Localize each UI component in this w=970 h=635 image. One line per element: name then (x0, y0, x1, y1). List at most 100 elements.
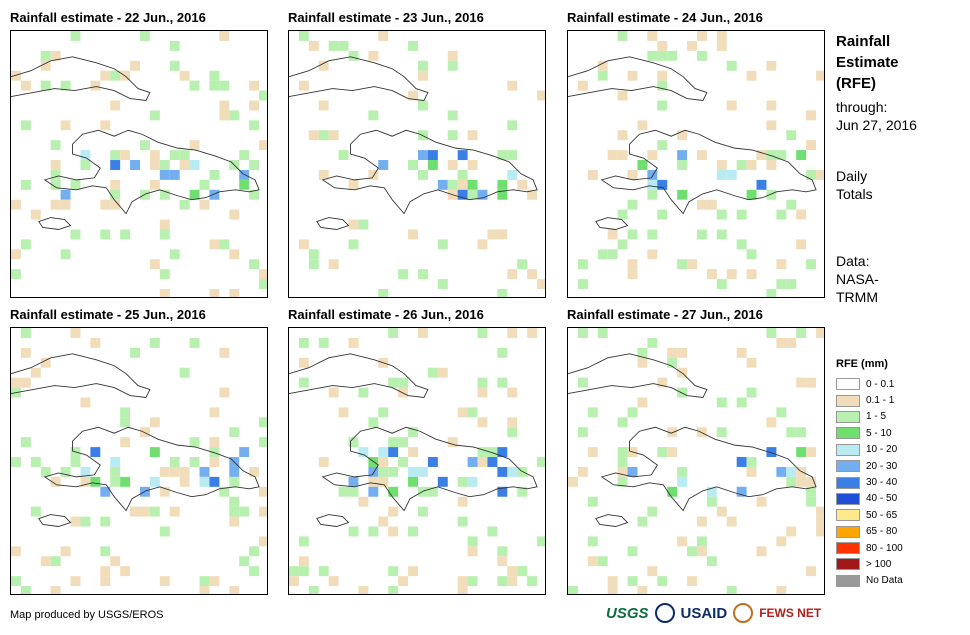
rainfall-cell (627, 546, 638, 557)
rainfall-cell (786, 337, 797, 348)
rainfall-cell (667, 447, 678, 458)
rainfall-cell (507, 576, 518, 587)
rainfall-cell (209, 189, 220, 200)
rainfall-map-26jun (288, 327, 546, 595)
rainfall-cell (647, 337, 658, 348)
rainfall-cell (209, 457, 220, 467)
rainfall-cell (647, 31, 658, 41)
hispaniola-coastline (321, 129, 538, 215)
rainfall-cell (30, 457, 41, 467)
rainfall-cell (756, 179, 767, 190)
rainfall-cell (457, 496, 468, 507)
rainfall-cell (368, 486, 379, 497)
legend-swatch (836, 460, 860, 473)
rainfall-cell (90, 476, 101, 487)
rainfall-cell (348, 476, 359, 487)
rainfall-cell (60, 120, 71, 131)
rainfall-cell (378, 516, 389, 527)
rainfall-cell (229, 516, 240, 527)
rainfall-cell (806, 169, 817, 180)
rainfall-cell (70, 229, 81, 240)
rainfall-cell (368, 169, 379, 180)
cuba-coastline (11, 56, 151, 101)
rainfall-cell (100, 120, 111, 131)
rainfall-cell (229, 466, 240, 477)
rainfall-cell (249, 259, 260, 270)
rainfall-cell (229, 427, 240, 438)
legend-item: No Data (836, 573, 903, 589)
rainfall-cell (239, 150, 250, 161)
rainfall-cell (120, 407, 131, 418)
rainfall-cell (159, 466, 170, 477)
rainfall-cell (577, 259, 588, 270)
rainfall-cell (308, 249, 319, 260)
rainfall-cell (716, 279, 727, 290)
rainfall-cell (657, 576, 668, 587)
rainfall-cell (348, 239, 359, 250)
rainfall-cell (70, 576, 81, 587)
rainfall-cell (298, 31, 309, 41)
rainfall-cell (497, 289, 508, 297)
rainfall-cell (776, 259, 787, 270)
rainfall-cell (667, 357, 678, 368)
rainfall-cell (447, 110, 458, 121)
rainfall-cell (159, 576, 170, 587)
rainfall-cell (20, 179, 31, 190)
rainfall-cell (587, 556, 598, 567)
rainfall-cell (766, 417, 777, 428)
rainfall-cell (696, 31, 707, 41)
map-canvas (11, 31, 267, 297)
legend-label: 40 - 50 (866, 493, 898, 505)
rainfall-cell (348, 50, 359, 61)
rainfall-cell (179, 70, 190, 81)
fews-net-logo: FEWS NET (759, 606, 822, 620)
rainfall-cell (169, 169, 180, 180)
partner-logos: USGS USAID FEWS NET (606, 603, 821, 623)
rainfall-cell (427, 150, 438, 161)
rainfall-cell (568, 476, 578, 487)
rainfall-cell (50, 476, 61, 487)
rainfall-cell (677, 189, 688, 200)
usgs-logo: USGS (606, 604, 649, 622)
rainfall-cell (100, 576, 111, 587)
rainfall-cell (497, 179, 508, 190)
rainfall-cell (50, 586, 61, 594)
rainfall-cell (647, 189, 658, 200)
rainfall-cell (587, 496, 598, 507)
rainfall-cell (746, 269, 757, 280)
map-series-title: Rainfall Estimate (RFE) (836, 31, 899, 94)
rainfall-cell (100, 70, 111, 81)
rainfall-cell (408, 40, 418, 51)
rainfall-cell (378, 31, 389, 41)
rainfall-cell (229, 506, 240, 517)
rainfall-cell (298, 80, 309, 91)
rfe-legend: RFE (mm) 0 - 0.1 0.1 - 1 1 - 5 5 - 10 10 - 2… (836, 358, 903, 589)
rainfall-cell (388, 466, 399, 477)
rainfall-cell (607, 229, 618, 240)
rainfall-cell (637, 586, 648, 594)
rainfall-cell (696, 229, 707, 240)
rainfall-cell (746, 189, 757, 200)
rainfall-cell (568, 586, 578, 594)
rainfall-cell (497, 447, 508, 458)
rainfall-cell (417, 60, 428, 71)
rainfall-cell (816, 506, 824, 517)
rainfall-cell (507, 427, 518, 438)
rainfall-cell (477, 189, 488, 200)
legend-item: 1 - 5 (836, 409, 903, 425)
rainfall-cell (457, 576, 468, 587)
rainfall-cell (687, 259, 697, 270)
rainfall-cell (746, 357, 757, 368)
rainfall-cell (308, 40, 319, 51)
rainfall-cell (120, 437, 131, 448)
rainfall-cell (796, 328, 807, 338)
rainfall-cell (647, 179, 658, 190)
rainfall-cell (457, 179, 468, 190)
rainfall-cell (169, 466, 180, 477)
rainfall-cell (189, 140, 200, 151)
rainfall-cell (417, 100, 428, 111)
rainfall-cell (597, 328, 608, 338)
legend-rows: 0 - 0.1 0.1 - 1 1 - 5 5 - 10 10 - 20 20 - 30 3… (836, 376, 903, 589)
rainfall-cell (348, 179, 359, 190)
rainfall-cell (517, 486, 528, 497)
